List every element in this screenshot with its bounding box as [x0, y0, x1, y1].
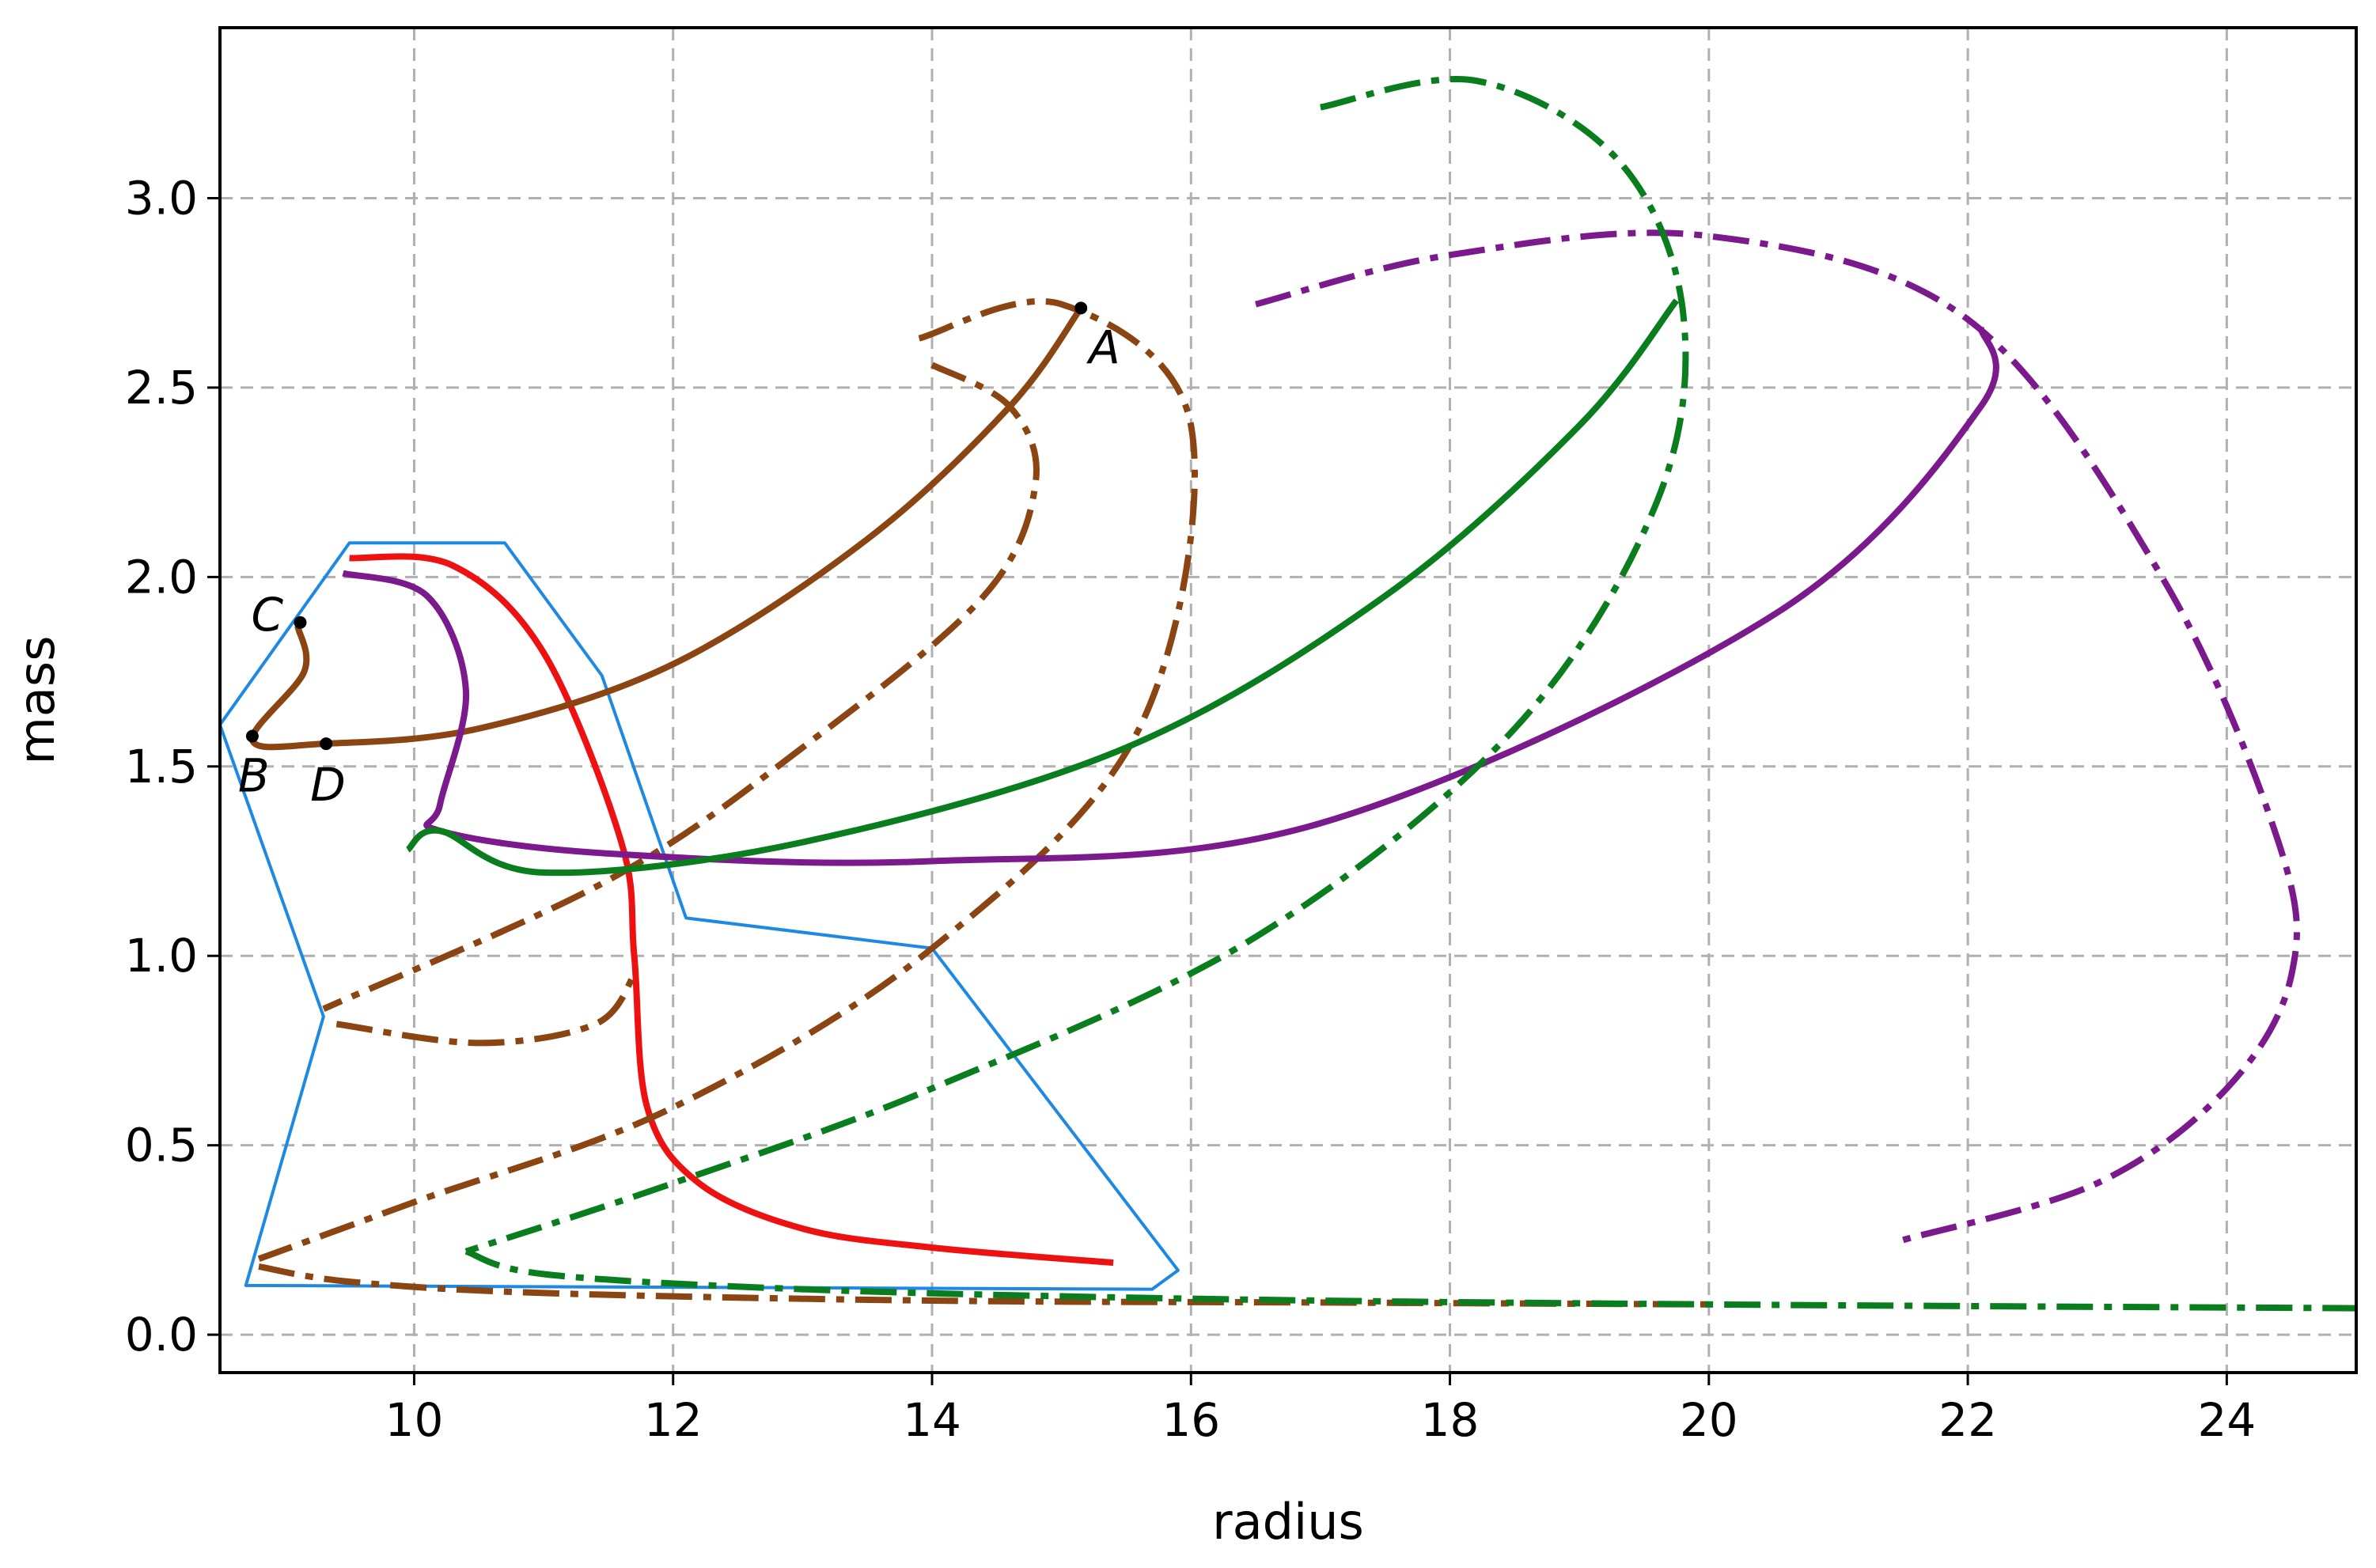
- y-tick-label: 2.5: [125, 361, 198, 415]
- series-layer: [218, 76, 2357, 1312]
- labeled-points: A B C D: [238, 301, 1120, 812]
- x-axis-label: radius: [1212, 1493, 1364, 1551]
- y-tick-label: 0.5: [125, 1119, 198, 1172]
- series-curve-9: [1255, 229, 2300, 1244]
- point-marker-c: [294, 615, 307, 629]
- series-curve-7: [258, 1263, 1709, 1308]
- x-tick-label: 14: [903, 1393, 961, 1447]
- x-tick-label: 20: [1680, 1393, 1738, 1447]
- series-curve-11: [464, 76, 1689, 1255]
- y-tick-label: 2.0: [125, 550, 198, 604]
- axis-ticks: 10 12 14 16 18 20 22 24 0.0 0.5 1.0 1.5 2.0 2.5 3.0: [125, 171, 2257, 1447]
- y-axis-label: mass: [8, 636, 66, 765]
- point-marker-b: [245, 729, 259, 743]
- x-tick-label: 18: [1421, 1393, 1480, 1447]
- x-tick-label: 10: [385, 1393, 444, 1447]
- point-label-d: D: [310, 758, 346, 812]
- series-curve-4: [322, 362, 1040, 1012]
- point-label-b: B: [238, 748, 270, 802]
- x-tick-label: 22: [1938, 1393, 1997, 1447]
- y-tick-label: 1.5: [125, 740, 198, 793]
- point-label-c: C: [251, 588, 283, 642]
- point-marker-a: [1074, 301, 1088, 315]
- series-curve-10: [405, 298, 1680, 877]
- x-tick-label: 16: [1161, 1393, 1220, 1447]
- series-curve-8: [342, 326, 1999, 866]
- series-curve-1: [218, 541, 1180, 1291]
- x-tick-label: 12: [644, 1393, 703, 1447]
- grid: [220, 28, 2356, 1373]
- point-marker-d: [320, 737, 333, 751]
- series-curve-2: [349, 553, 1114, 1267]
- x-tick-label: 24: [2197, 1393, 2256, 1447]
- y-tick-label: 3.0: [125, 171, 198, 225]
- series-curve-12: [464, 1248, 2357, 1312]
- series-curve-6: [335, 972, 637, 1047]
- plot-frame: [218, 26, 2358, 1374]
- point-label-a: A: [1086, 320, 1120, 374]
- y-tick-label: 0.0: [125, 1308, 198, 1362]
- series-curve-5: [257, 297, 1198, 1263]
- y-tick-label: 1.0: [125, 929, 198, 983]
